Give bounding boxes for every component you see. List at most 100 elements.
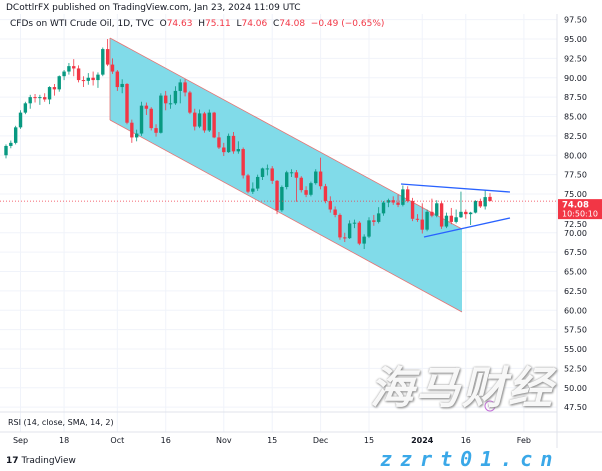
candle-body <box>430 211 434 216</box>
time-axis: Sep 18 Oct 16 Nov 15 Dec 15 2024 16 Feb <box>13 436 531 445</box>
triangle-lower-line <box>423 217 511 238</box>
candle-body <box>164 95 168 104</box>
candle-body <box>478 200 483 207</box>
candle-body <box>401 189 405 205</box>
candle-body <box>318 171 323 187</box>
candle-body <box>468 212 473 215</box>
time-tick-label: Feb <box>517 436 531 445</box>
watermark-cn: 海马财经 <box>370 363 554 414</box>
price-tick-label: 87.50 <box>564 93 587 102</box>
candle <box>323 183 328 204</box>
candle <box>91 71 95 86</box>
candle-body <box>372 220 376 222</box>
candle <box>483 190 487 210</box>
candle <box>38 94 42 105</box>
candle <box>193 108 197 131</box>
candle <box>13 125 18 145</box>
candle <box>144 102 149 115</box>
candle <box>275 180 279 215</box>
price-tick-label: 67.50 <box>564 248 587 257</box>
candle-body <box>376 213 381 222</box>
candle-body <box>323 186 328 201</box>
candle-body <box>435 203 439 216</box>
candle <box>401 185 405 207</box>
candle <box>81 76 86 88</box>
candle <box>314 169 318 185</box>
candle <box>439 201 444 229</box>
time-tick-label: 16 <box>461 436 471 445</box>
candle-body <box>275 180 279 211</box>
candle-body <box>270 168 274 181</box>
tradingview-logo[interactable]: 𝟭𝟳 TradingView <box>6 456 76 466</box>
candle <box>62 70 66 81</box>
candle <box>265 164 270 176</box>
price-tick-label: 62.50 <box>564 287 587 296</box>
candle-body <box>183 82 187 93</box>
candle-body <box>314 171 318 184</box>
symbol-name[interactable]: CFDs on WTI Crude Oil, 1D, TVC <box>10 19 154 29</box>
candle-body <box>91 77 95 81</box>
alert-icon[interactable] <box>484 400 496 412</box>
low-label: L <box>236 19 242 29</box>
candle <box>164 90 168 111</box>
candle <box>212 111 216 139</box>
high-value: 75.11 <box>204 19 231 29</box>
close-value: 74.08 <box>279 19 306 29</box>
candle-body <box>454 217 458 222</box>
candle-body <box>343 237 347 239</box>
candle-body <box>464 211 468 215</box>
candle-body <box>33 97 37 99</box>
candle <box>4 144 8 159</box>
candle <box>372 214 376 226</box>
candle <box>260 167 265 181</box>
low-value: 74.06 <box>241 19 268 29</box>
candle-body <box>144 105 149 109</box>
candle <box>294 169 299 202</box>
candle <box>304 186 308 198</box>
candle-body <box>309 183 313 195</box>
candle <box>18 110 23 129</box>
candle-body <box>449 215 453 222</box>
candle-body <box>410 200 415 219</box>
candle-body <box>178 82 182 91</box>
candle <box>57 75 61 92</box>
candle-body <box>285 172 289 188</box>
candle <box>149 107 153 131</box>
candle <box>420 203 424 234</box>
candle-body <box>4 145 8 156</box>
candle <box>96 72 100 88</box>
price-tick-label: 72.50 <box>564 220 587 229</box>
candle-body <box>217 137 221 148</box>
candle-body <box>280 187 284 211</box>
price-axis: 97.50 95.00 92.50 90.00 87.50 85.00 82.50 80.00… <box>564 16 587 413</box>
candle <box>154 124 158 137</box>
candle-body <box>439 203 444 227</box>
candle <box>130 119 134 143</box>
candle-body <box>328 200 332 210</box>
candle-body <box>47 87 52 100</box>
candle-body <box>81 80 86 82</box>
candle <box>231 132 236 154</box>
candle <box>270 166 274 184</box>
candle <box>241 147 245 179</box>
candle <box>197 109 202 129</box>
candle <box>33 94 37 103</box>
brand-label: TradingView <box>21 456 76 466</box>
tv-logo-icon: 𝟭𝟳 <box>6 456 19 466</box>
candle <box>468 211 473 225</box>
bar-countdown: 10:50:10 <box>562 210 598 219</box>
rsi-indicator-label[interactable]: RSI (14, close, SMA, 14, 2) <box>8 418 114 427</box>
price-tick-label: 80.00 <box>564 151 587 160</box>
price-tag: 74.08 10:50:10 <box>558 199 602 220</box>
price-tick-label: 57.50 <box>564 326 587 335</box>
candle-body <box>488 196 492 202</box>
price-tick-label: 50.00 <box>564 384 587 393</box>
candle <box>178 79 182 104</box>
price-tick-label: 95.00 <box>564 35 587 44</box>
candle-body <box>202 113 207 131</box>
candle-body <box>18 112 23 128</box>
candle-body <box>241 149 245 176</box>
candle-body <box>105 49 110 65</box>
price-tick-label: 85.00 <box>564 113 587 122</box>
